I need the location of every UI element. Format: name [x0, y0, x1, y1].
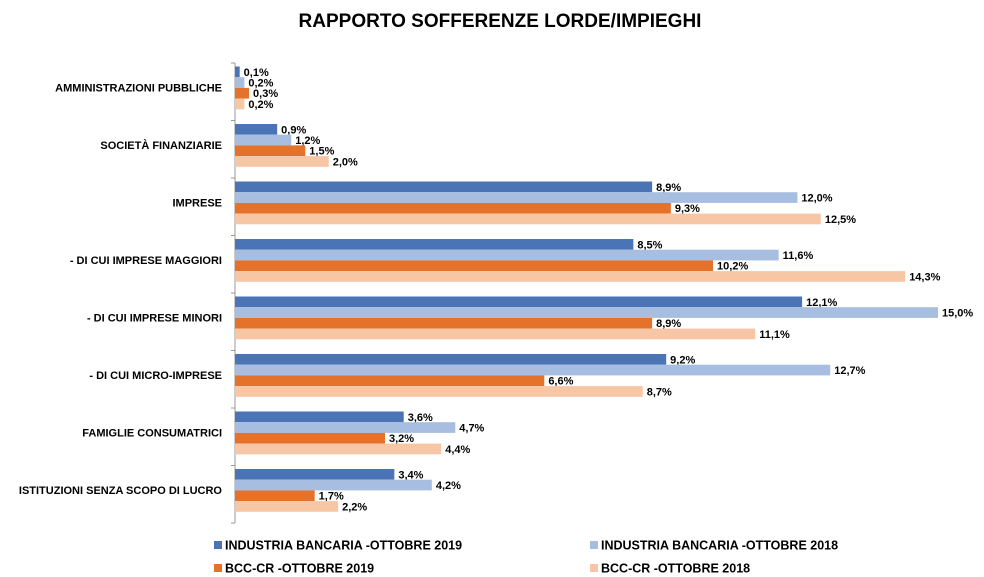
data-label: 1,7% [319, 491, 344, 503]
bar [235, 479, 432, 491]
bar [235, 432, 385, 444]
bar [235, 98, 245, 110]
legend-label: BCC-CR -OTTOBRE 2018 [601, 561, 750, 575]
bar [235, 422, 456, 433]
data-label: 8,7% [647, 386, 672, 398]
category-label: - DI CUI MICRO-IMPRESE [89, 370, 222, 382]
data-label: 3,4% [398, 469, 423, 481]
data-label: 0,2% [248, 77, 273, 89]
data-label: 12,0% [801, 192, 832, 204]
bar [235, 469, 395, 480]
data-label: 2,0% [333, 156, 358, 168]
data-label: 6,6% [548, 376, 573, 388]
legend-label: BCC-CR -OTTOBRE 2019 [225, 561, 374, 575]
data-label: 12,1% [806, 297, 837, 309]
data-label: 12,7% [834, 365, 865, 377]
bar [235, 124, 278, 135]
bar [235, 260, 714, 272]
category-label: ISTITUZIONI SENZA SCOPO DI LUCRO [19, 485, 223, 497]
data-label: 12,5% [825, 214, 856, 226]
legend-swatch [214, 541, 222, 549]
bar [235, 375, 545, 387]
data-label: 3,6% [408, 412, 433, 424]
legend-swatch [214, 564, 222, 572]
bar [235, 501, 339, 512]
data-label: 15,0% [942, 307, 973, 319]
data-label: 9,3% [675, 203, 700, 215]
data-label: 9,2% [670, 354, 695, 366]
data-label: 1,5% [309, 146, 334, 158]
bar [235, 328, 756, 340]
data-label: 0,9% [281, 124, 306, 136]
bar [235, 271, 906, 282]
data-label: 0,1% [244, 67, 269, 79]
data-label: 11,1% [759, 329, 790, 341]
bar [235, 249, 779, 261]
legend-swatch [590, 564, 598, 572]
data-label: 0,2% [248, 99, 273, 111]
bar [235, 296, 803, 308]
category-label: AMMINISTRAZIONI PUBBLICHE [55, 83, 222, 95]
data-label: 0,3% [253, 88, 278, 100]
category-label: FAMIGLIE CONSUMATRICI [82, 428, 222, 440]
bar [235, 145, 306, 157]
bar [235, 411, 404, 423]
bar [235, 354, 667, 365]
category-label: IMPRESE [172, 198, 222, 210]
data-label: 8,5% [637, 239, 662, 251]
bar [235, 66, 240, 78]
bar [235, 307, 938, 318]
bar [235, 181, 653, 193]
category-label: - DI CUI IMPRESE MINORI [87, 313, 222, 325]
bar [235, 443, 442, 455]
data-label: 4,4% [445, 444, 470, 456]
bar [235, 386, 643, 397]
bar [235, 239, 634, 250]
bar [235, 87, 250, 99]
bar [235, 213, 821, 225]
bar [235, 317, 653, 329]
data-label: 11,6% [783, 250, 814, 262]
legend-label: INDUSTRIA BANCARIA -OTTOBRE 2018 [601, 538, 838, 552]
data-label: 1,2% [295, 135, 320, 147]
legend-label: INDUSTRIA BANCARIA -OTTOBRE 2019 [225, 538, 462, 552]
bar [235, 134, 292, 146]
category-label: SOCIETÀ FINANZIARIE [100, 139, 222, 152]
legend-swatch [590, 541, 598, 549]
data-label: 2,2% [342, 501, 367, 513]
bar [235, 192, 798, 203]
chart-title: RAPPORTO SOFFERENZE LORDE/IMPIEGHI [299, 11, 702, 32]
data-label: 8,9% [656, 318, 681, 330]
bar [235, 364, 831, 376]
bar [235, 156, 329, 167]
category-label: - DI CUI IMPRESE MAGGIORI [70, 255, 222, 267]
data-label: 8,9% [656, 182, 681, 194]
data-label: 4,7% [459, 422, 484, 434]
bar [235, 490, 315, 502]
bar [235, 202, 671, 214]
bar [235, 77, 245, 88]
data-label: 3,2% [389, 433, 414, 445]
data-label: 14,3% [909, 271, 940, 283]
data-label: 4,2% [436, 480, 461, 492]
data-label: 10,2% [717, 261, 748, 273]
